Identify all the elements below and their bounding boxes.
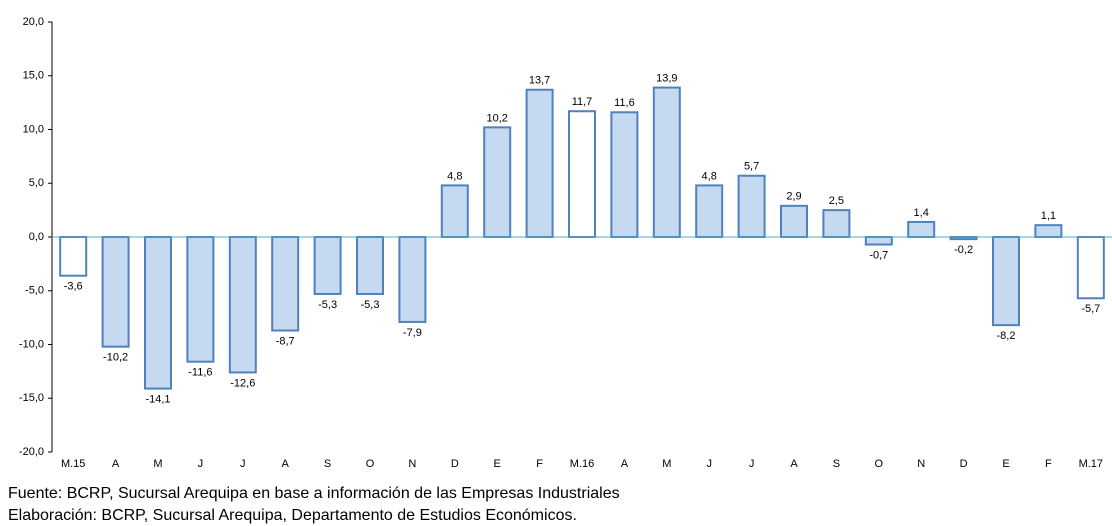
value-label: 2,9	[786, 191, 801, 203]
x-tick-label: J	[240, 458, 246, 470]
value-label: -8,7	[276, 335, 295, 347]
bar	[144, 236, 172, 390]
value-label: 11,7	[572, 96, 593, 108]
value-label: -5,7	[1081, 303, 1100, 315]
y-tick-label: -5,0	[25, 285, 44, 297]
y-tick-label: -20,0	[19, 446, 44, 458]
value-label: 13,9	[656, 72, 677, 84]
x-tick-label: D	[960, 458, 968, 470]
bar	[59, 236, 88, 277]
bar	[228, 236, 257, 374]
bar	[822, 209, 851, 238]
value-label: -5,3	[318, 299, 337, 311]
x-tick-label: A	[790, 458, 798, 470]
bar	[907, 220, 936, 238]
bar	[186, 236, 215, 363]
value-label: -11,6	[188, 367, 212, 379]
x-tick-label: D	[451, 458, 459, 470]
x-tick-label: O	[875, 458, 884, 470]
bar	[737, 174, 766, 239]
value-label: 1,4	[914, 207, 929, 219]
x-tick-label: M.15	[61, 458, 85, 470]
value-label: -14,1	[145, 393, 170, 405]
x-tick-label: M.17	[1079, 458, 1103, 470]
y-tick-label: -15,0	[19, 392, 44, 404]
value-label: -10,2	[103, 352, 128, 364]
y-tick-label: 0,0	[29, 231, 44, 243]
x-tick-label: F	[536, 458, 543, 470]
bar	[1076, 236, 1105, 300]
bar	[398, 236, 427, 323]
value-label: -0,2	[954, 244, 973, 256]
bar	[568, 110, 596, 238]
bar	[780, 204, 808, 238]
bar	[1034, 224, 1063, 239]
y-tick-label: 15,0	[23, 70, 44, 82]
y-tick-label: 20,0	[23, 16, 44, 28]
bar	[101, 236, 130, 348]
value-label: -7,9	[403, 327, 422, 339]
bar	[483, 126, 512, 238]
x-tick-label: A	[282, 458, 290, 470]
value-label: -12,6	[230, 377, 255, 389]
y-tick-label: 10,0	[23, 123, 44, 135]
credit-note: Elaboración: BCRP, Sucursal Arequipa, De…	[8, 507, 577, 524]
x-tick-label: S	[833, 458, 840, 470]
x-tick-label: N	[408, 458, 416, 470]
value-label: 11,6	[614, 97, 635, 109]
value-label: 4,8	[447, 170, 462, 182]
bar	[271, 236, 300, 332]
source-note: Fuente: BCRP, Sucursal Arequipa en base …	[8, 485, 620, 502]
value-label: 10,2	[486, 112, 507, 124]
y-tick-label: 5,0	[29, 177, 44, 189]
value-label: -8,2	[997, 330, 1016, 342]
x-tick-label: E	[494, 458, 501, 470]
value-label: 5,7	[744, 161, 759, 173]
bar	[864, 236, 893, 246]
x-tick-label: E	[1002, 458, 1009, 470]
value-label: 13,7	[529, 75, 550, 87]
bar	[525, 88, 554, 238]
value-label: -0,7	[869, 249, 888, 261]
x-tick-label: M.16	[570, 458, 594, 470]
value-label: -5,3	[361, 299, 380, 311]
bar	[992, 236, 1020, 327]
x-tick-label: M	[153, 458, 162, 470]
value-label: 4,8	[702, 170, 717, 182]
value-label: 2,5	[829, 195, 844, 207]
x-tick-label: J	[198, 458, 204, 470]
bar	[695, 184, 724, 238]
x-tick-label: J	[706, 458, 712, 470]
x-tick-label: J	[749, 458, 755, 470]
x-tick-label: M	[662, 458, 671, 470]
bar	[652, 86, 681, 238]
bar	[313, 236, 342, 295]
bar	[610, 111, 639, 238]
value-label: 1,1	[1041, 210, 1056, 222]
x-tick-label: N	[917, 458, 925, 470]
bar	[440, 184, 469, 238]
x-tick-label: A	[621, 458, 629, 470]
x-tick-label: S	[324, 458, 331, 470]
x-tick-label: F	[1045, 458, 1052, 470]
bar	[356, 236, 384, 295]
x-tick-label: A	[112, 458, 120, 470]
y-tick-label: -10,0	[19, 338, 44, 350]
x-tick-label: O	[366, 458, 375, 470]
value-label: -3,6	[64, 281, 83, 293]
